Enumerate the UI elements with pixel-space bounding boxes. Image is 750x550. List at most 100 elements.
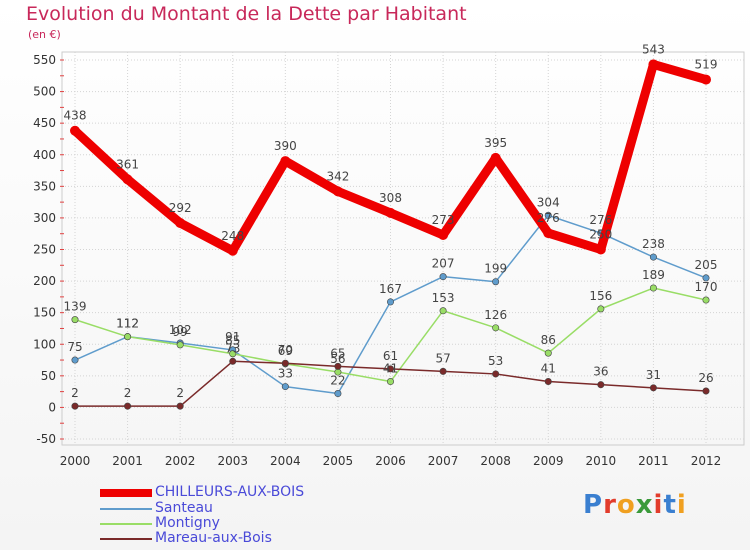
- data-point: [332, 186, 343, 197]
- y-tick-label: 50: [41, 369, 56, 383]
- x-tick-label: 2003: [217, 454, 248, 468]
- data-point: [701, 74, 711, 85]
- y-tick-label: 200: [33, 274, 56, 288]
- data-point: [124, 402, 132, 410]
- data-label: 75: [67, 340, 82, 354]
- data-point: [176, 402, 184, 410]
- data-label: 73: [225, 341, 240, 355]
- x-tick-label: 2002: [165, 454, 196, 468]
- y-tick-label: 0: [48, 400, 56, 414]
- x-tick-label: 2010: [586, 454, 617, 468]
- y-tick-label: 300: [33, 211, 56, 225]
- data-point: [334, 390, 342, 398]
- data-label: 57: [435, 351, 450, 365]
- x-tick-label: 2005: [323, 454, 354, 468]
- data-label: 361: [116, 157, 139, 171]
- data-label: 102: [169, 323, 192, 337]
- data-label: 543: [642, 42, 665, 56]
- data-point: [124, 333, 132, 341]
- data-label: 139: [64, 300, 87, 314]
- x-tick-label: 2009: [533, 454, 564, 468]
- data-point: [595, 244, 606, 255]
- data-point: [439, 367, 447, 375]
- chart-title: Evolution du Montant de la Dette par Hab…: [26, 3, 467, 25]
- data-point: [492, 278, 500, 286]
- data-label: 395: [484, 136, 507, 150]
- data-label: 189: [642, 268, 665, 282]
- data-point: [70, 125, 80, 136]
- data-point: [439, 307, 447, 315]
- legend-label-1: Santeau: [155, 500, 213, 516]
- legend-swatch-1: [100, 508, 152, 510]
- legend-label-0: CHILLEURS-AUX-BOIS: [155, 484, 305, 500]
- data-point: [386, 365, 394, 373]
- data-label: 85: [225, 334, 240, 348]
- data-point: [122, 174, 133, 185]
- data-point: [176, 341, 184, 349]
- data-label: 70: [278, 343, 293, 357]
- data-label: 112: [116, 317, 139, 331]
- y-tick-label: 550: [33, 53, 56, 67]
- data-label: 126: [484, 308, 507, 322]
- data-point: [490, 152, 501, 163]
- data-label: 31: [646, 368, 661, 382]
- data-label: 250: [589, 228, 612, 242]
- data-label: 273: [432, 213, 455, 227]
- y-tick-label: 250: [33, 243, 56, 257]
- data-point: [71, 402, 79, 410]
- data-label: 167: [379, 282, 402, 296]
- data-label: 390: [274, 139, 297, 153]
- data-label: 238: [642, 237, 665, 251]
- data-label: 65: [330, 346, 345, 360]
- data-label: 61: [383, 349, 398, 363]
- data-label: 342: [326, 169, 349, 183]
- data-label: 86: [541, 333, 556, 347]
- proxiti-logo: Proxiti: [583, 490, 687, 520]
- x-tick-label: 2004: [270, 454, 301, 468]
- data-point: [281, 383, 289, 391]
- data-point: [597, 381, 605, 389]
- legend-swatch-0: [100, 489, 152, 497]
- data-label: 2: [71, 386, 79, 400]
- data-label: 205: [695, 258, 718, 272]
- data-point: [648, 59, 659, 70]
- data-point: [543, 228, 554, 239]
- data-label: 99: [173, 325, 188, 339]
- data-point: [229, 357, 237, 365]
- data-point: [386, 298, 394, 306]
- legend-label-2: Montigny: [155, 515, 220, 531]
- data-point: [597, 305, 605, 313]
- x-tick-label: 2006: [375, 454, 406, 468]
- data-label: 304: [537, 195, 560, 209]
- data-point: [71, 316, 79, 324]
- data-label: 91: [225, 330, 240, 344]
- data-point: [334, 362, 342, 370]
- data-point: [385, 207, 396, 218]
- data-point: [439, 273, 447, 281]
- data-label: 156: [589, 289, 612, 303]
- data-point: [649, 384, 657, 392]
- x-tick-label: 2007: [428, 454, 459, 468]
- x-tick-label: 2001: [112, 454, 143, 468]
- x-tick-label: 2008: [480, 454, 511, 468]
- legend-swatch-3: [100, 538, 152, 540]
- data-point: [438, 229, 449, 240]
- data-label: 22: [330, 374, 345, 388]
- data-point: [649, 253, 657, 261]
- chart-subtitle: (en €): [28, 28, 61, 41]
- data-point: [492, 370, 500, 378]
- data-label: 53: [488, 354, 503, 368]
- x-tick-label: 2000: [60, 454, 91, 468]
- y-tick-label: 400: [33, 148, 56, 162]
- data-label: 170: [695, 280, 718, 294]
- data-point: [544, 211, 552, 219]
- data-label: 292: [169, 201, 192, 215]
- y-tick-label: 350: [33, 179, 56, 193]
- data-label: 308: [379, 191, 402, 205]
- data-label: 276: [537, 211, 560, 225]
- data-point: [544, 349, 552, 357]
- y-tick-label: 500: [33, 85, 56, 99]
- data-label: 112: [116, 317, 139, 331]
